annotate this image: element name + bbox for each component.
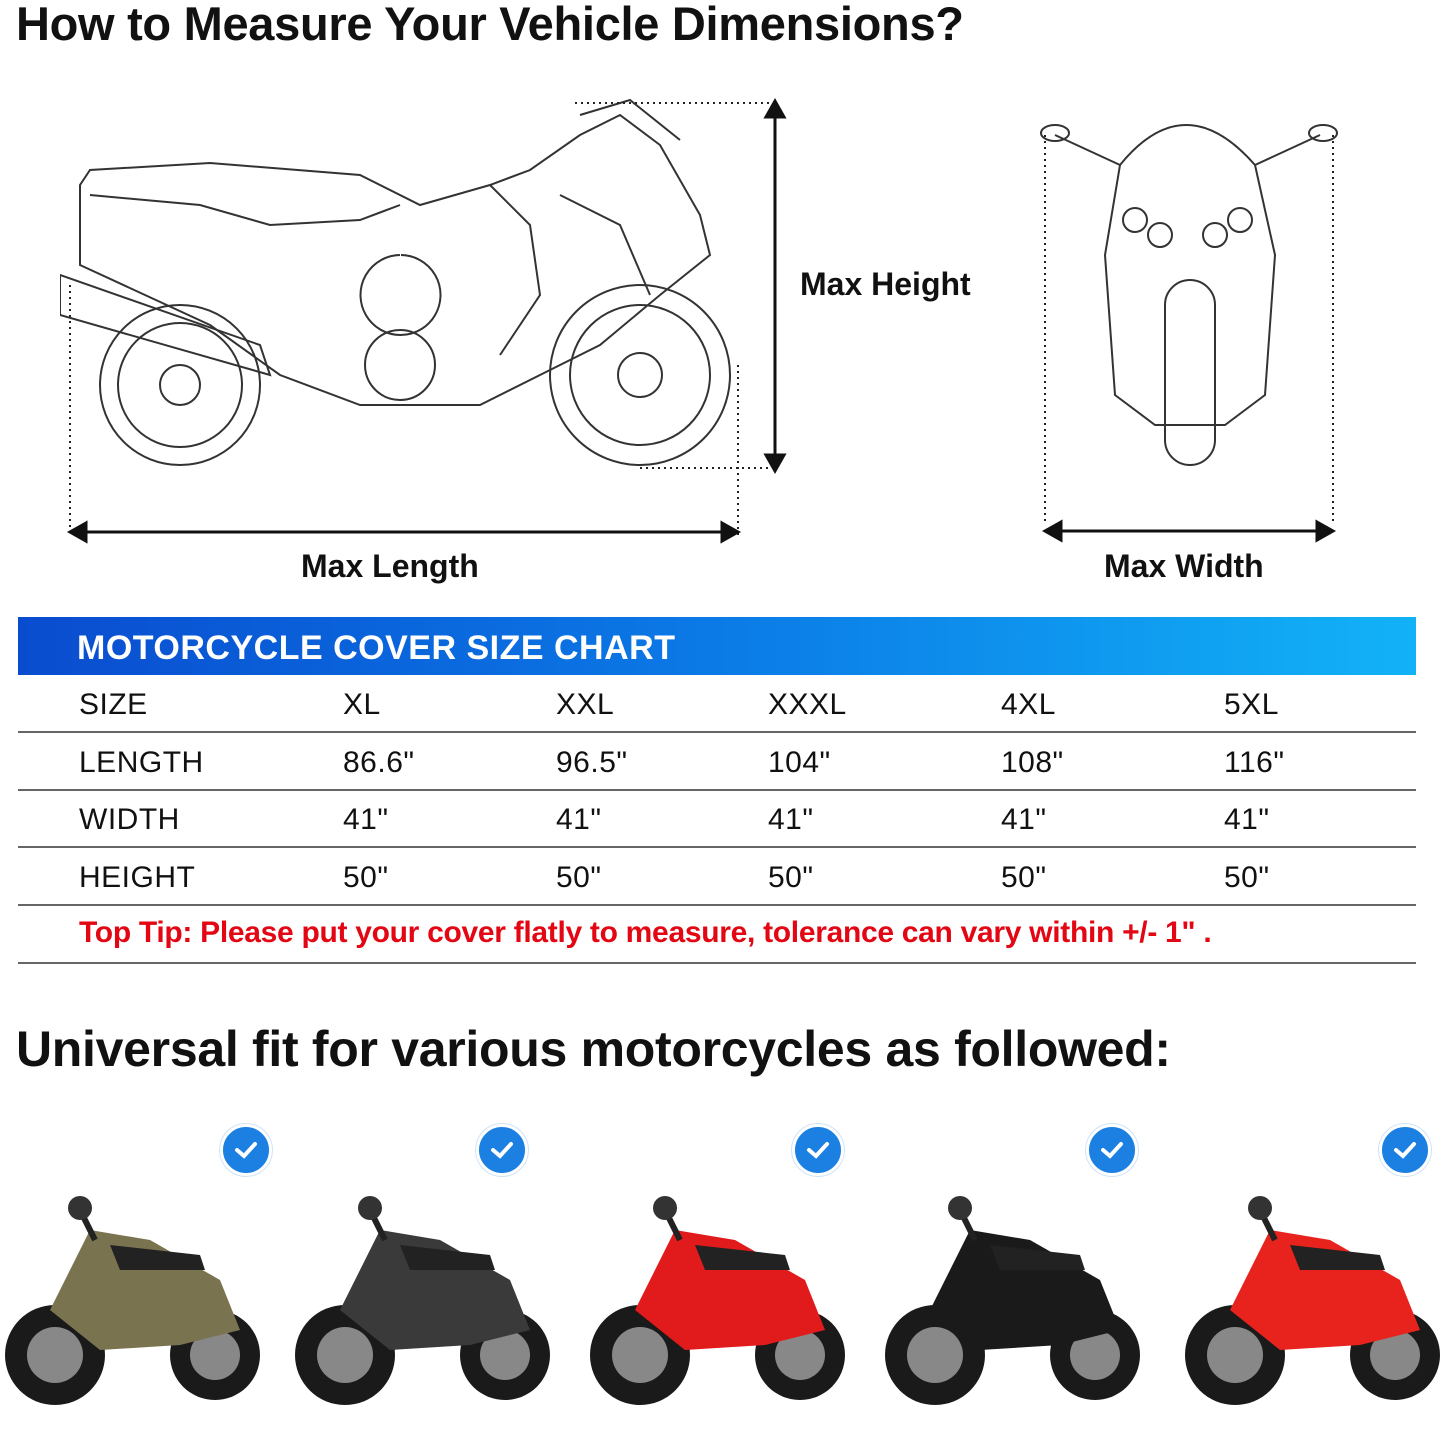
table-cell: 41" xyxy=(343,803,389,836)
table-cell: 50" xyxy=(556,860,602,894)
table-cell: 4XL xyxy=(1001,688,1056,721)
table-cell: 50" xyxy=(1001,860,1047,894)
max-length-label: Max Length xyxy=(301,548,479,584)
table-cell: 104" xyxy=(768,745,831,779)
row-label: LENGTH xyxy=(79,745,204,779)
table-row: SIZE XL XXL XXXL 4XL 5XL xyxy=(18,676,1416,733)
table-cell: 41" xyxy=(768,803,814,836)
row-label: SIZE xyxy=(79,688,148,721)
motorcycle-side-diagram xyxy=(60,97,787,544)
max-height-label: Max Height xyxy=(800,266,971,302)
table-cell: 41" xyxy=(1224,803,1270,836)
table-cell: XXXL xyxy=(768,688,847,721)
motorcycle-photo-scooter xyxy=(295,1196,550,1405)
table-cell: 41" xyxy=(556,803,602,836)
table-cell: 50" xyxy=(1224,860,1270,894)
table-cell: 5XL xyxy=(1224,688,1279,721)
max-width-label: Max Width xyxy=(1104,548,1264,584)
check-circle-icon xyxy=(1379,1124,1431,1176)
motorcycle-photo-chopper xyxy=(885,1196,1140,1405)
motorcycle-photo-sport xyxy=(590,1196,845,1405)
table-cell: 116" xyxy=(1224,745,1285,779)
table-cell: 50" xyxy=(343,860,389,894)
table-row: WIDTH 41" 41" 41" 41" 41" xyxy=(18,791,1416,848)
table-cell: XL xyxy=(343,688,381,721)
table-row: HEIGHT 50" 50" 50" 50" 50" xyxy=(18,849,1416,906)
table-cell: 50" xyxy=(768,860,814,894)
size-chart-banner: MOTORCYCLE COVER SIZE CHART xyxy=(18,617,1416,675)
table-cell: 96.5" xyxy=(556,745,628,779)
check-circle-icon xyxy=(476,1124,528,1176)
table-row: LENGTH 86.6" 96.5" 104" 108" 116" xyxy=(18,734,1416,791)
check-circle-icon xyxy=(220,1124,272,1176)
table-cell: 41" xyxy=(1001,803,1047,836)
check-circle-icon xyxy=(792,1124,844,1176)
motorcycle-photo-vespa xyxy=(1185,1196,1440,1405)
page-title: How to Measure Your Vehicle Dimensions? xyxy=(16,0,964,50)
top-tip: Top Tip: Please put your cover flatly to… xyxy=(79,916,1212,949)
size-chart-title: MOTORCYCLE COVER SIZE CHART xyxy=(77,629,676,667)
divider xyxy=(18,962,1416,964)
motorcycle-front-diagram xyxy=(1040,124,1338,543)
table-cell: 108" xyxy=(1001,745,1064,779)
fit-heading: Universal fit for various motorcycles as… xyxy=(16,1021,1171,1077)
table-cell: 86.6" xyxy=(343,745,415,779)
motorcycle-photo-cruiser xyxy=(5,1196,260,1405)
row-label: HEIGHT xyxy=(79,860,196,894)
table-cell: XXL xyxy=(556,688,615,721)
row-label: WIDTH xyxy=(79,803,180,836)
check-circle-icon xyxy=(1086,1124,1138,1176)
